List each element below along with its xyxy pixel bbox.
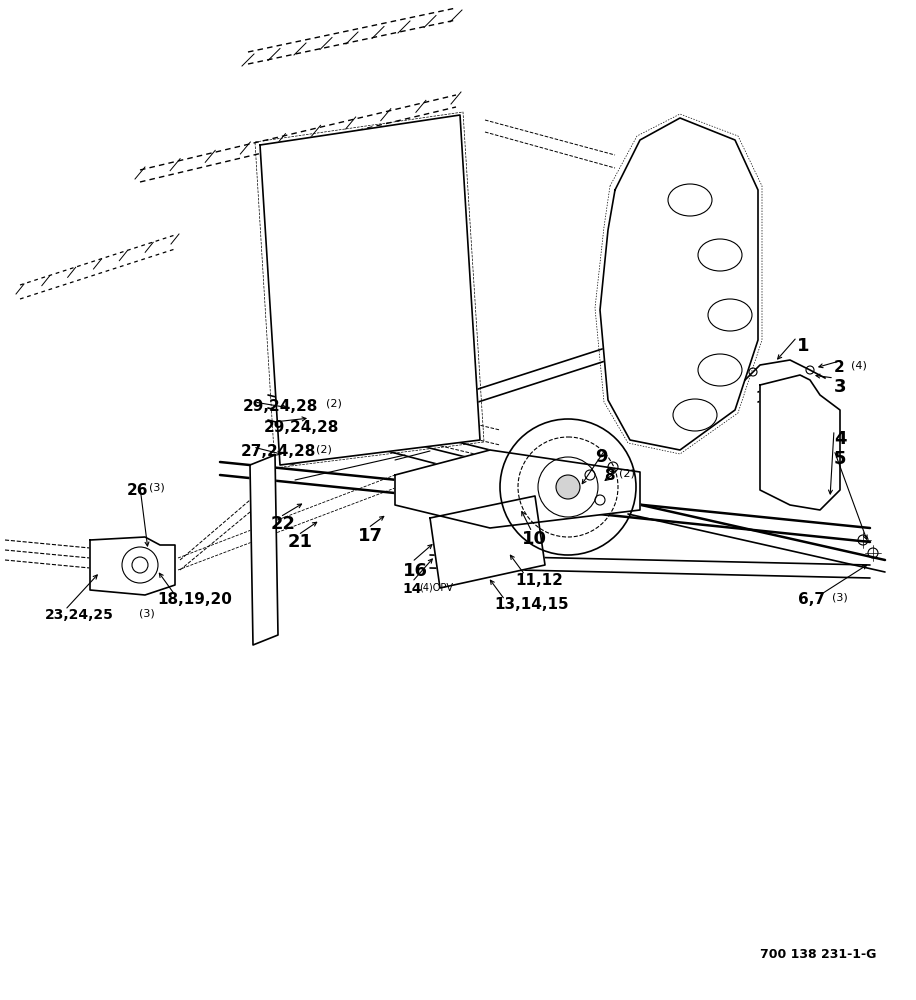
Text: 18,19,20: 18,19,20 bbox=[157, 592, 232, 607]
Text: 23,24,25: 23,24,25 bbox=[45, 608, 114, 622]
Text: 1: 1 bbox=[797, 337, 810, 355]
Text: 22: 22 bbox=[271, 515, 296, 533]
Text: (2): (2) bbox=[316, 444, 332, 454]
Text: 13,14,15: 13,14,15 bbox=[494, 597, 569, 612]
Text: 3: 3 bbox=[834, 378, 846, 396]
Circle shape bbox=[132, 557, 148, 573]
Text: 10: 10 bbox=[522, 530, 547, 548]
Polygon shape bbox=[250, 455, 278, 645]
Polygon shape bbox=[760, 375, 840, 510]
Text: 5: 5 bbox=[834, 450, 846, 468]
Text: 26: 26 bbox=[127, 483, 148, 498]
Polygon shape bbox=[430, 496, 545, 588]
Circle shape bbox=[556, 475, 580, 499]
Text: 29,24,28: 29,24,28 bbox=[243, 399, 319, 414]
Text: 16: 16 bbox=[403, 562, 428, 580]
Text: 27,24,28: 27,24,28 bbox=[241, 444, 316, 459]
Text: (4): (4) bbox=[851, 360, 867, 370]
Polygon shape bbox=[90, 537, 175, 595]
Polygon shape bbox=[600, 118, 758, 450]
Text: 4: 4 bbox=[834, 430, 846, 448]
Text: 17: 17 bbox=[358, 527, 383, 545]
Text: 9: 9 bbox=[595, 448, 607, 466]
Text: (2): (2) bbox=[619, 468, 635, 478]
Text: 8: 8 bbox=[604, 468, 615, 483]
Text: (3): (3) bbox=[832, 592, 847, 602]
Text: 29,24,28: 29,24,28 bbox=[264, 420, 339, 435]
Text: (3): (3) bbox=[139, 608, 155, 618]
Text: 2: 2 bbox=[834, 360, 845, 375]
Text: (2): (2) bbox=[326, 399, 342, 409]
Text: 700 138 231-1-G: 700 138 231-1-G bbox=[760, 948, 877, 961]
Text: (3): (3) bbox=[149, 483, 165, 493]
Text: 21: 21 bbox=[288, 533, 313, 551]
Polygon shape bbox=[395, 450, 640, 528]
Text: 14: 14 bbox=[402, 582, 421, 596]
Polygon shape bbox=[260, 115, 480, 465]
Text: 6,7: 6,7 bbox=[798, 592, 825, 607]
Text: (4)OPV: (4)OPV bbox=[419, 582, 453, 592]
Text: 11,12: 11,12 bbox=[515, 573, 562, 588]
